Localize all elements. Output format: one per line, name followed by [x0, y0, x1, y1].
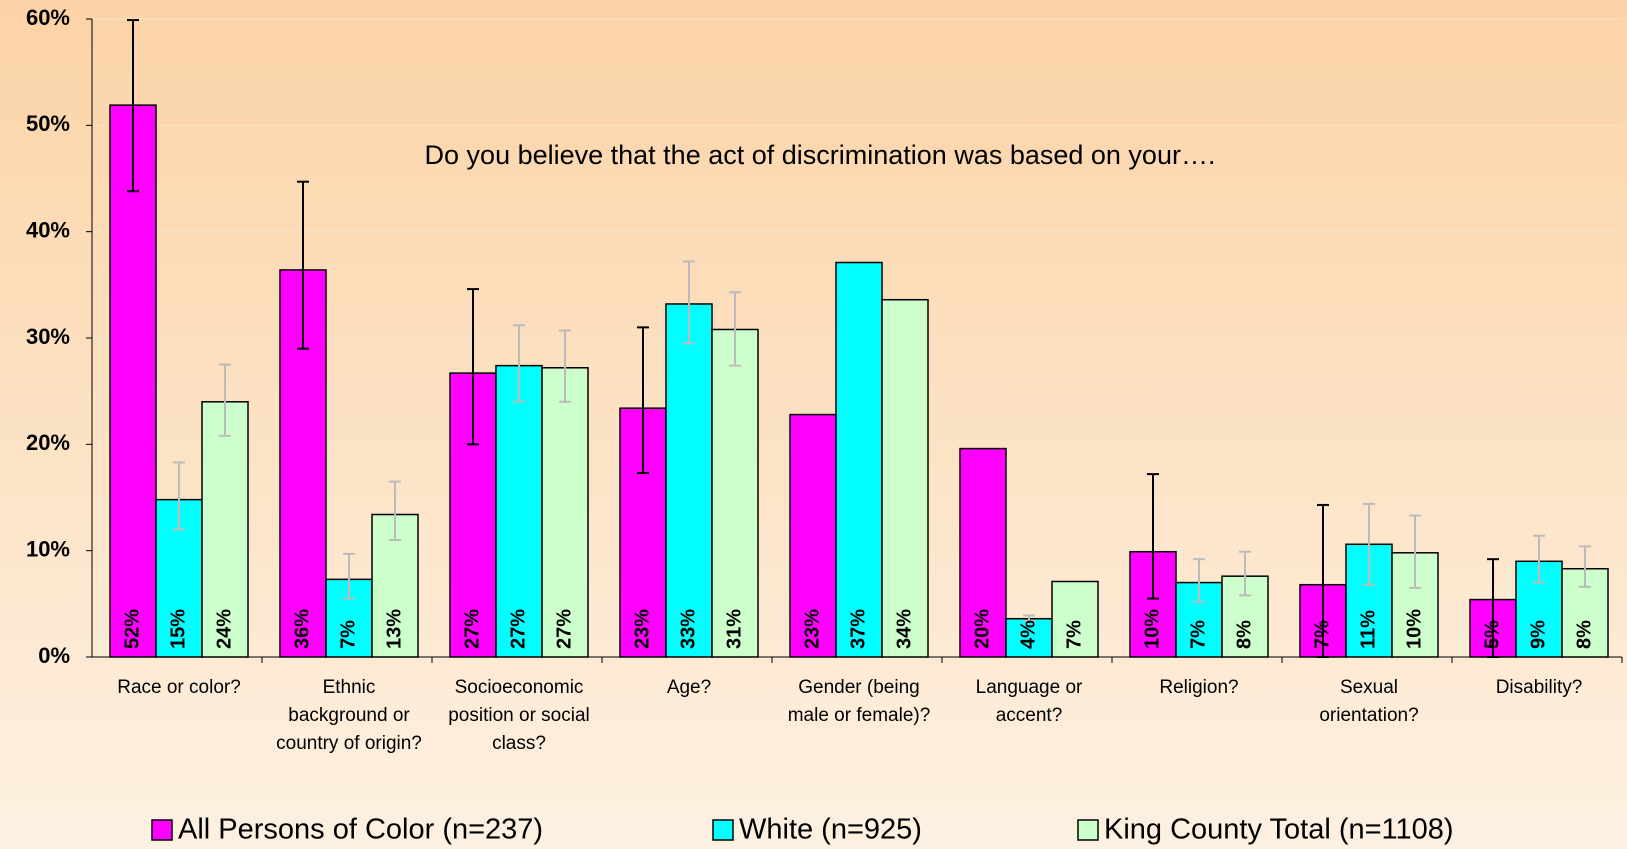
bar: [665, 303, 713, 658]
error-bar: [1363, 502, 1375, 586]
x-tick-label: Ethnic background or country of origin?: [276, 677, 422, 754]
value-label: 20%: [971, 609, 993, 649]
bar: [881, 298, 929, 658]
x-tick-label: Language or accent?: [975, 677, 1083, 726]
error-bar: [1533, 534, 1545, 584]
error-bar: [559, 329, 571, 403]
value-label: 33%: [677, 609, 699, 649]
y-tick-label: 60%: [26, 5, 70, 30]
value-label: 31%: [723, 609, 745, 649]
y-tick-label: 50%: [26, 111, 70, 136]
value-label: 27%: [507, 609, 529, 649]
legend-swatch: [151, 819, 173, 841]
value-label: 23%: [631, 609, 653, 649]
error-bar: [297, 180, 309, 350]
x-tick-label: Disability?: [1495, 677, 1583, 698]
value-label: 52%: [121, 609, 143, 649]
bar: [109, 104, 157, 658]
error-bar: [513, 324, 525, 403]
legend-swatch: [1077, 819, 1099, 841]
bar: [711, 328, 759, 658]
value-label: 27%: [461, 609, 483, 649]
value-label: 24%: [213, 609, 235, 649]
error-bar: [389, 480, 401, 542]
x-tick-label: Gender (being male or female)?: [787, 677, 931, 726]
value-label: 34%: [893, 609, 915, 649]
value-label: 8%: [1233, 620, 1255, 649]
bar: [1051, 580, 1099, 658]
x-tick-label: Religion?: [1159, 677, 1239, 698]
value-label: 23%: [801, 609, 823, 649]
x-tick-label: Age?: [666, 677, 712, 698]
error-bar: [683, 260, 695, 345]
value-label: 36%: [291, 609, 313, 649]
value-label: 15%: [167, 609, 189, 649]
legend-swatch: [712, 819, 734, 841]
value-label: 37%: [847, 609, 869, 649]
error-bar: [729, 291, 741, 367]
y-tick-label: 10%: [26, 536, 70, 561]
value-label: 8%: [1573, 620, 1595, 649]
value-label: 9%: [1527, 620, 1549, 649]
y-tick-label: 40%: [26, 217, 70, 242]
y-tick-label: 30%: [26, 324, 70, 349]
bar: [835, 261, 883, 658]
error-bar: [343, 552, 355, 600]
bar: [201, 401, 249, 658]
value-label: 7%: [1063, 620, 1085, 649]
bar: [789, 413, 837, 658]
value-label: 11%: [1357, 610, 1379, 649]
error-bar: [1409, 514, 1421, 589]
legend-label: King County Total (n=1108): [1104, 814, 1454, 846]
value-label: 10%: [1403, 609, 1425, 649]
error-bar: [637, 326, 649, 475]
error-bar: [1193, 558, 1205, 603]
x-tick-label: Race or color?: [117, 677, 241, 698]
value-label: 5%: [1481, 620, 1503, 649]
error-bar: [219, 363, 231, 437]
value-label: 7%: [1311, 620, 1333, 649]
error-bar: [467, 288, 479, 446]
error-bar: [1147, 473, 1159, 600]
bar: [541, 367, 589, 658]
error-bar: [1579, 545, 1591, 588]
legend-label: All Persons of Color (n=237): [178, 814, 543, 846]
error-bar: [1239, 550, 1251, 597]
y-tick-label: 20%: [26, 430, 70, 455]
value-label: 13%: [383, 609, 405, 649]
error-bar: [1023, 614, 1035, 622]
error-bar: [173, 461, 185, 531]
bar: [495, 364, 543, 658]
value-label: 7%: [337, 620, 359, 649]
x-tick-label: Sexual orientation?: [1319, 677, 1419, 726]
annotation: Do you believe that the act of discrimin…: [425, 140, 1216, 170]
value-label: 10%: [1141, 609, 1163, 649]
value-label: 27%: [553, 609, 575, 649]
legend-label: White (n=925): [739, 814, 922, 846]
value-label: 4%: [1017, 620, 1039, 649]
x-tick-label: Socioeconomic position or social class?: [448, 677, 590, 754]
y-tick-label: 0%: [38, 643, 70, 668]
error-bar: [127, 19, 139, 193]
value-label: 7%: [1187, 620, 1209, 649]
